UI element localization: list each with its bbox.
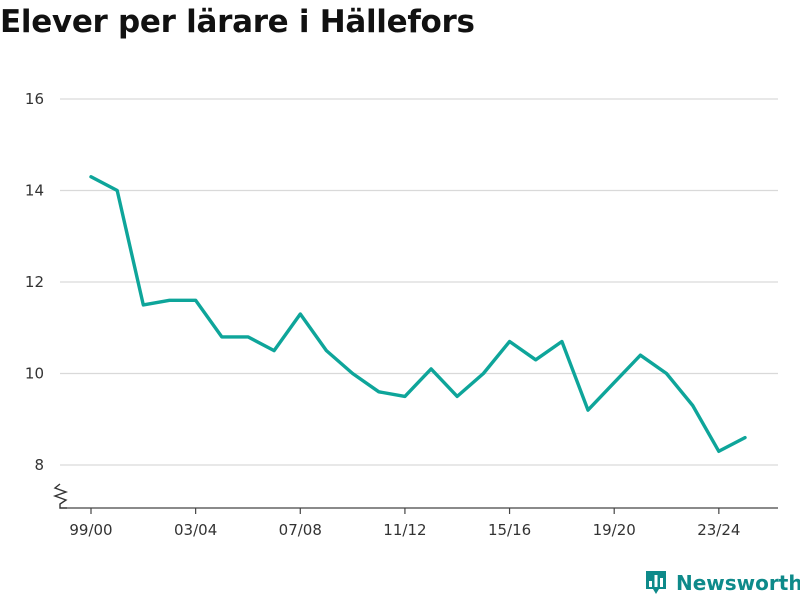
brand-name: Newsworthy: [676, 571, 800, 595]
x-axis: [52, 483, 778, 509]
y-tick-label: 12: [25, 273, 44, 291]
y-axis-ticks: 8 10 12 14 16: [25, 90, 44, 474]
axis-break-marker: [52, 483, 69, 509]
y-tick-label: 8: [34, 456, 44, 474]
x-tick-label: 99/00: [69, 521, 112, 539]
grid-lines: [60, 98, 778, 466]
chart-title: Elever per lärare i Hällefors: [0, 4, 475, 40]
bar-chart-logo-icon: [646, 571, 666, 594]
x-tick-label: 19/20: [593, 521, 636, 539]
series-line: [89, 175, 747, 453]
x-tick-label: 11/12: [383, 521, 426, 539]
y-tick-label: 16: [25, 90, 44, 108]
x-axis-ticks: 99/00 03/04 07/08 11/12 15/16 19/20 23/24: [69, 508, 740, 539]
x-tick-label: 15/16: [488, 521, 531, 539]
newsworthy-logo: Newsworthy: [644, 568, 800, 598]
y-tick-label: 10: [25, 365, 44, 383]
x-tick-label: 23/24: [697, 521, 740, 539]
y-tick-label: 14: [25, 182, 44, 200]
x-tick-label: 07/08: [279, 521, 322, 539]
x-tick-label: 03/04: [174, 521, 217, 539]
series-group: [89, 175, 747, 453]
